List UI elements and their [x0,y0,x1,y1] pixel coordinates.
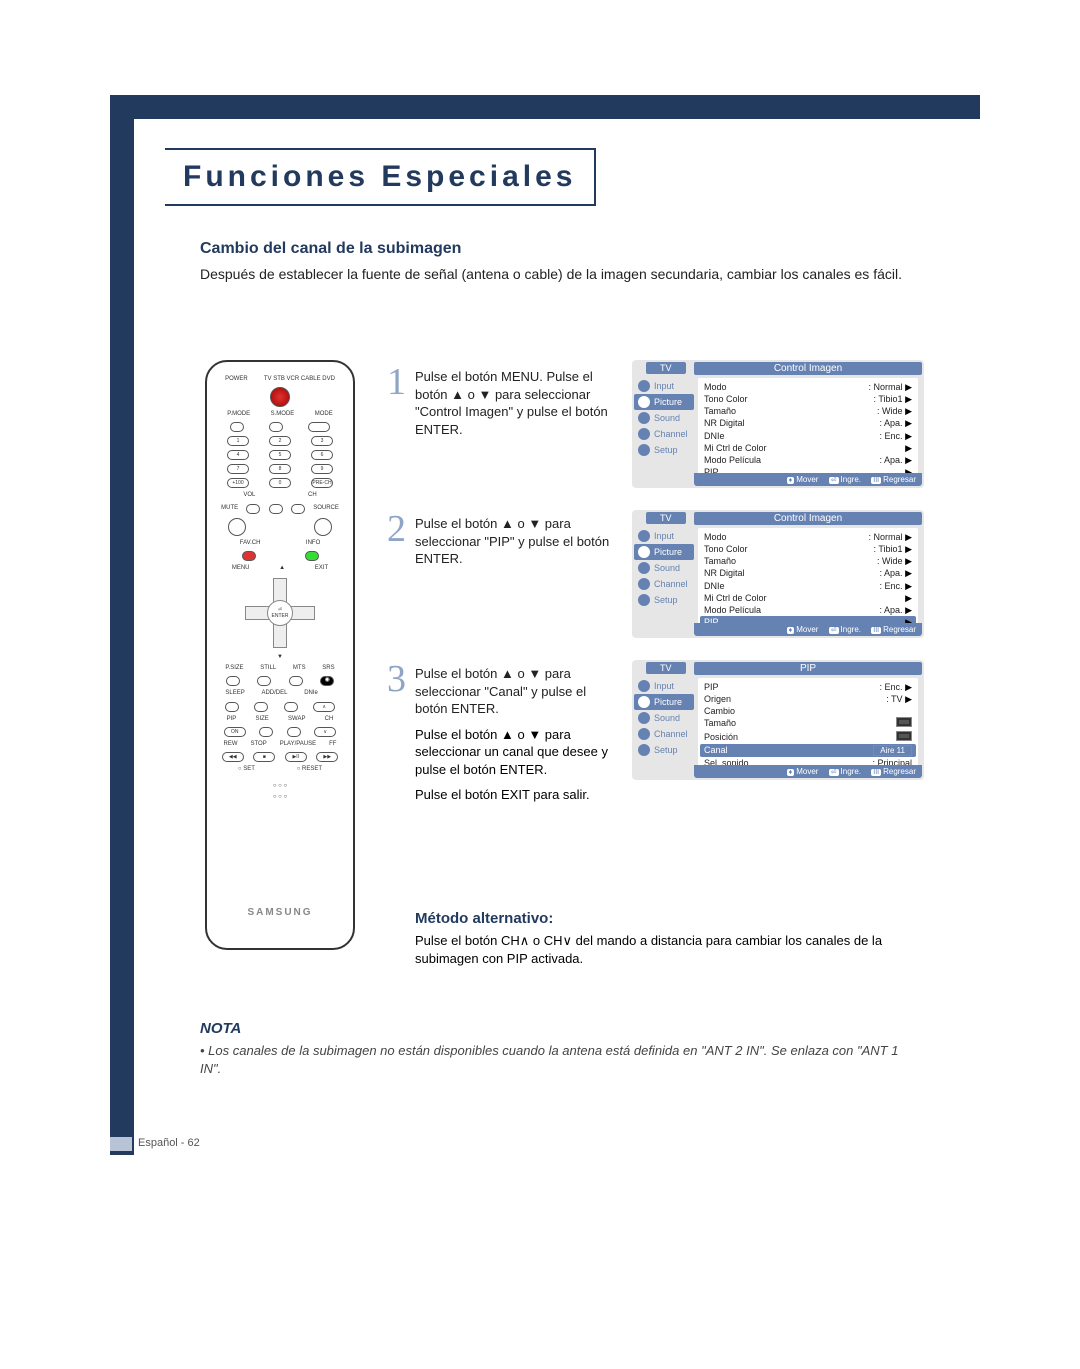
side-input: Input [634,378,694,394]
osd-panel-3: TV PIP Input Picture Sound Channel Setup… [632,660,924,780]
remote-logo: SAMSUNG [207,907,353,918]
page-footer: Español - 62 [138,1137,200,1149]
side-setup: Setup [634,442,694,458]
menu-exit-row: MENU▲EXIT [217,565,343,572]
power-label: POWER [225,376,248,383]
intro-text: Después de establecer la fuente de señal… [200,265,940,285]
transport-row: REWSTOPPLAY/PAUSEFF [217,741,343,748]
osd-sidebar: Input Picture Sound Channel Setup [634,378,694,458]
step-3-exit: Pulse el botón EXIT para salir. [415,786,615,804]
step-3-number: 3 [387,657,406,701]
sleep-row: SLEEPADD/DELDNIe [217,690,343,697]
numpad-row-1: 123 [217,436,343,446]
dpad-icon: ⏎ENTER [245,578,315,648]
step-3-extra: Pulse el botón ▲ o ▼ para seleccionar un… [415,726,615,779]
side-sound: Sound [634,410,694,426]
subtitle: Cambio del canal de la subimagen [200,240,461,258]
numpad-row-3: 789 [217,464,343,474]
size-thumb-icon [896,717,912,727]
step-3-text: Pulse el botón ▲ o ▼ para seleccionar "C… [415,665,615,718]
section-title: Funciones Especiales [183,160,576,194]
power-button-icon [270,387,290,407]
osd1-title: Control Imagen [694,362,922,375]
osd-panel-2: TV Control Imagen Input Picture Sound Ch… [632,510,924,638]
step-3: 3 Pulse el botón ▲ o ▼ para seleccionar … [415,665,615,804]
numpad-row-2: 456 [217,450,343,460]
step-2: 2 Pulse el botón ▲ o ▼ para seleccionar … [415,515,615,568]
nota-text: • Los canales de la subimagen no están d… [200,1042,920,1078]
osd-tv-label: TV [646,362,686,374]
side-picture: Picture [634,394,694,410]
alt-method-title: Método alternativo: [415,910,553,927]
step-2-text: Pulse el botón ▲ o ▼ para seleccionar "P… [415,515,615,568]
alt-method-text: Pulse el botón CH∧ o CH∨ del mando a dis… [415,932,905,968]
osd1-content: Modo: Normal ▶ Tono Color: Tibio1 ▶ Tama… [698,378,918,481]
numpad-row-4: +1000PRE-CH [217,478,343,488]
vol-ch-labels: VOLCH [217,492,343,499]
mute-source-row: MUTE SOURCE [217,504,343,514]
page-footer-bar [110,1137,132,1151]
step-2-number: 2 [387,507,406,551]
mode-row: P.MODES.MODEMODE [217,411,343,418]
set-reset-row: ○ SET○ RESET [217,766,343,773]
osd-panel-1: TV Control Imagen Input Picture Sound Ch… [632,360,924,488]
page-left-bar [110,95,134,1155]
section-title-box: Funciones Especiales [165,148,596,206]
side-channel: Channel [634,426,694,442]
osd-footer: ♦Mover ⏎Ingre. IIIRegresar [694,473,922,486]
psize-row: P.SIZESTILLMTSSRS [217,665,343,672]
pip-row: PIPSIZESWAPCH [217,716,343,723]
position-thumb-icon [896,731,912,741]
fav-info-row: FAV.CHINFO [217,540,343,547]
nota-title: NOTA [200,1020,241,1037]
remote-top-labels: TV STB VCR CABLE DVD [264,376,335,383]
step-1: 1 Pulse el botón MENU. Pulse el botón ▲ … [415,368,615,438]
step-1-number: 1 [387,360,406,404]
remote-control: POWER TV STB VCR CABLE DVD P.MODES.MODEM… [205,360,355,950]
step-1-text: Pulse el botón MENU. Pulse el botón ▲ o … [415,368,615,438]
